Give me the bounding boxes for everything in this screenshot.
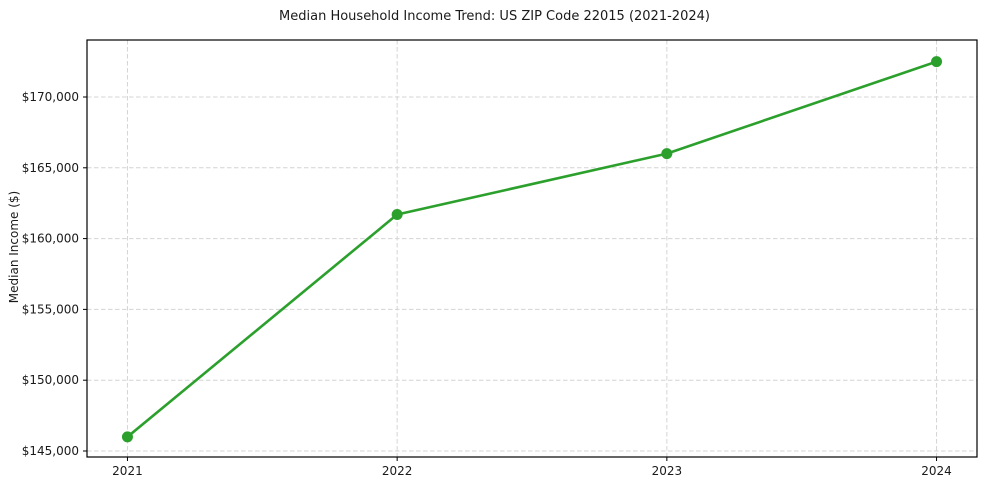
y-tick-label: $155,000 (22, 302, 79, 316)
trend-line (126, 60, 938, 439)
x-tick-label: 2023 (652, 464, 683, 478)
chart-title: Median Household Income Trend: US ZIP Co… (279, 9, 710, 24)
y-tick-label: $160,000 (22, 232, 79, 246)
x-tick-label: 2022 (382, 464, 413, 478)
data-point-marker (121, 431, 133, 443)
y-tick-label: $150,000 (22, 373, 79, 387)
plot-frame (86, 39, 978, 458)
x-tick-label: 2024 (921, 464, 952, 478)
data-point-marker (391, 209, 403, 221)
y-tick-label: $145,000 (22, 444, 79, 458)
y-tick-label: $170,000 (22, 90, 79, 104)
x-tick-label: 2021 (112, 464, 143, 478)
data-point-marker (931, 56, 943, 68)
data-point-marker (661, 148, 673, 160)
y-axis-label: Median Income ($) (7, 190, 21, 304)
y-tick-label: $165,000 (22, 161, 79, 175)
